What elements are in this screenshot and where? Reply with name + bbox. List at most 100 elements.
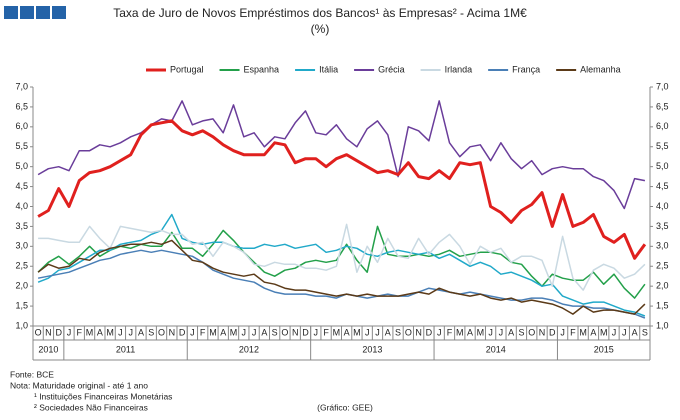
y-tick-label: 4,0 [15,201,28,211]
legend-label: Itália [319,64,338,74]
x-tick-label: D [426,327,433,337]
x-tick-label: S [148,327,154,337]
x-tick-label: D [179,327,186,337]
y2-tick-label: 4,5 [656,181,669,191]
x-tick-label: A [632,327,638,337]
x-tick-label: A [138,327,144,337]
note: Fonte: BCE [10,369,54,379]
y2-tick-label: 6,5 [656,101,669,111]
x-tick-label: M [477,327,485,337]
y2-tick-label: 1,5 [656,300,669,310]
logo-square [36,6,50,19]
series-line [37,225,646,299]
x-tick-label: S [518,327,524,337]
y-tick-label: 2,0 [15,281,28,291]
logo-square [20,6,34,19]
series-line [37,239,646,315]
x-tick-label: J [242,327,247,337]
x-tick-label: M [86,327,94,337]
x-tick-label: O [281,327,288,337]
x-tick-label: M [106,327,114,337]
x-tick-label: J [67,327,72,337]
year-label: 2010 [38,344,58,354]
x-tick-label: J [437,327,442,337]
x-tick-label: F [200,327,206,337]
legend-label: Espanha [244,64,280,74]
y2-tick-label: 4,0 [656,201,669,211]
x-tick-label: A [344,327,350,337]
year-label: 2012 [239,344,259,354]
y-tick-label: 6,0 [15,121,28,131]
x-tick-label: D [549,327,556,337]
x-tick-label: N [539,327,546,337]
logo [4,6,66,19]
x-tick-label: F [323,327,329,337]
series-line [37,249,646,319]
x-tick-label: M [456,327,464,337]
note: Nota: Maturidade original - até 1 ano [10,380,148,390]
x-tick-label: M [579,327,587,337]
y2-tick-label: 3,0 [656,241,669,251]
y2-tick-label: 1,0 [656,320,669,330]
logo-square [4,6,18,19]
logo-square [52,6,66,19]
note: ² Sociedades Não Financeiras [34,402,148,412]
credit: (Gráfico: GEE) [317,402,373,412]
chart-subtitle: (%) [311,22,330,36]
y2-tick-label: 3,5 [656,221,669,231]
x-tick-label: D [302,327,309,337]
x-tick-label: O [158,327,165,337]
x-tick-label: M [333,327,341,337]
y-tick-label: 7,0 [15,81,28,91]
y2-tick-label: 7,0 [656,81,669,91]
x-tick-label: A [97,327,103,337]
y2-tick-label: 6,0 [656,121,669,131]
legend-label: França [512,64,540,74]
series-line [37,119,647,260]
y-tick-label: 1,0 [15,320,28,330]
x-tick-label: S [642,327,648,337]
y2-tick-label: 5,5 [656,141,669,151]
y-tick-label: 5,0 [15,161,28,171]
year-label: 2013 [362,344,382,354]
x-tick-label: N [169,327,176,337]
series-line [38,223,646,291]
x-tick-label: A [220,327,226,337]
y-tick-label: 3,0 [15,241,28,251]
y2-tick-label: 2,0 [656,281,669,291]
x-tick-label: M [600,327,608,337]
y-tick-label: 4,5 [15,181,28,191]
x-tick-label: J [128,327,133,337]
x-tick-label: O [35,327,42,337]
x-tick-label: F [77,327,83,337]
x-tick-label: J [365,327,370,337]
x-tick-label: N [292,327,299,337]
x-tick-label: S [272,327,278,337]
x-tick-label: S [395,327,401,337]
x-tick-label: J [488,327,493,337]
chart-title: Taxa de Juro de Novos Empréstimos dos Ba… [113,6,527,20]
legend-label: Grécia [378,64,405,74]
x-tick-label: J [252,327,257,337]
x-tick-label: J [118,327,123,337]
x-tick-label: M [209,327,217,337]
x-tick-label: J [499,327,504,337]
x-tick-label: D [55,327,62,337]
x-tick-label: J [314,327,319,337]
y-tick-label: 5,5 [15,141,28,151]
series-line [37,100,646,210]
x-tick-label: A [261,327,267,337]
y2-tick-label: 2,5 [656,261,669,271]
x-tick-label: J [190,327,195,337]
x-tick-label: A [508,327,514,337]
x-tick-label: A [467,327,473,337]
x-tick-label: F [447,327,453,337]
x-tick-label: F [570,327,576,337]
legend-label: Portugal [170,64,204,74]
year-label: 2014 [486,344,506,354]
y2-tick-label: 5,0 [656,161,669,171]
legend-label: Irlanda [445,64,473,74]
x-tick-label: J [612,327,617,337]
x-tick-label: J [622,327,627,337]
x-tick-label: M [353,327,361,337]
